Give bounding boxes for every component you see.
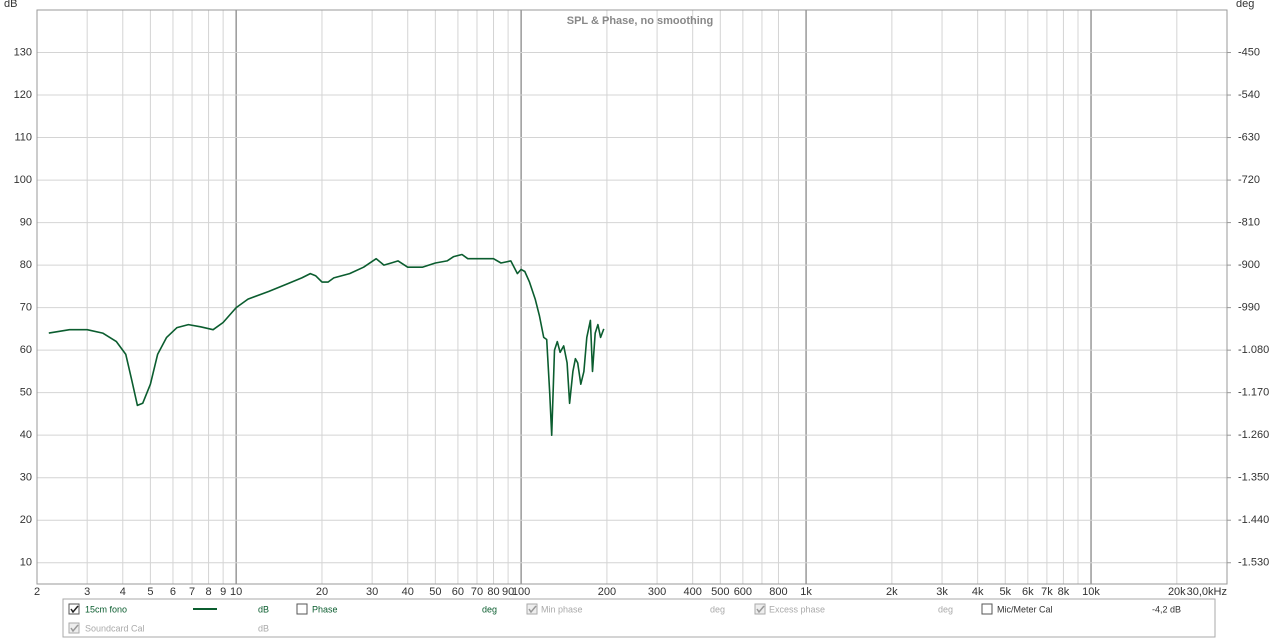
x-tick-label: 500 [711,586,729,598]
y-tick-label: 40 [20,429,32,441]
x-tick-label: 2 [34,586,40,598]
x-tick-label: 6 [170,586,176,598]
x-tick-label: 10 [230,586,242,598]
y2-tick-label: -810 [1238,216,1260,228]
y2-tick-label: -1.170 [1238,387,1269,399]
x-tick-label: 20k [1168,586,1186,598]
x-tick-label: 5k [999,586,1011,598]
legend-unit: deg [938,604,953,614]
y2-tick-label: -540 [1238,89,1260,101]
y2-tick-label: -630 [1238,131,1260,143]
check [70,605,79,614]
legend-label: Mic/Meter Cal [997,604,1053,614]
check [70,624,79,633]
x-tick-label: 600 [734,586,752,598]
checkbox [754,603,766,615]
y-tick-label: 30 [20,472,32,484]
checkbox [526,603,538,615]
x-tick-label: 50 [429,586,441,598]
y-tick-label: 10 [20,557,32,569]
legend-unit: -4,2 dB [1152,604,1181,614]
x-tick-label: 10k [1082,586,1100,598]
x-tick-label: 30 [366,586,378,598]
x-tick-label: 200 [598,586,616,598]
y-unit: dB [4,0,17,10]
legend-panel [62,598,1216,638]
y-tick-label: 60 [20,344,32,356]
plot-background [37,10,1227,584]
legend-unit: deg [710,604,725,614]
legend-label: Phase [312,604,338,614]
x-tick-label: 7 [189,586,195,598]
x-tick-label: 9 [220,586,226,598]
legend-unit: dB [258,623,269,633]
x-tick-label: 40 [402,586,414,598]
legend-label: Soundcard Cal [85,623,145,633]
y-tick-label: 120 [14,89,32,101]
checkbox [68,622,80,634]
y2-tick-label: -1.530 [1238,557,1269,569]
y2-tick-label: -900 [1238,259,1260,271]
y2-tick-label: -1.350 [1238,472,1269,484]
series-line [48,253,605,436]
y2-tick-label: -1.260 [1238,429,1269,441]
legend-label: Min phase [541,604,583,614]
x-tick-label: 3k [936,586,948,598]
x-tick-label: 4k [972,586,984,598]
x-tick-label: 5 [147,586,153,598]
x-tick-label: 3 [84,586,90,598]
y-tick-label: 70 [20,302,32,314]
x-tick-label: 8 [205,586,211,598]
y-tick-label: 50 [20,387,32,399]
y-tick-label: 100 [14,174,32,186]
x-tick-label: 100 [512,586,530,598]
x-tick-label: 2k [886,586,898,598]
plot-area [36,10,1228,584]
y2-tick-label: -990 [1238,302,1260,314]
x-tick-label: 4 [120,586,126,598]
check [756,605,765,614]
legend-label: 15cm fono [85,604,127,614]
checkbox[interactable] [296,603,308,615]
legend-label: Excess phase [769,604,825,614]
y2-tick-label: -450 [1238,46,1260,58]
check [528,605,537,614]
y-tick-label: 90 [20,216,32,228]
x-tick-label: 6k [1022,586,1034,598]
x-tick-label: 20 [316,586,328,598]
x-tick-label: 80 [487,586,499,598]
y-tick-label: 80 [20,259,32,271]
plot-border [36,9,1228,585]
legend-unit: dB [258,604,269,614]
y-tick-label: 20 [20,514,32,526]
x-tick-label: 60 [452,586,464,598]
x-tick-label: 800 [769,586,787,598]
checkbox[interactable] [981,603,993,615]
x-tick-label: 30,0kHz [1187,586,1227,598]
x-tick-label: 1k [800,586,812,598]
x-tick-label: 7k [1041,586,1053,598]
legend-unit: deg [482,604,497,614]
x-tick-label: 70 [471,586,483,598]
y-tick-label: 110 [14,131,32,143]
x-tick-label: 90 [502,586,514,598]
chart-title: SPL & Phase, no smoothing [567,15,713,27]
y-tick-label: 130 [14,46,32,58]
checkbox[interactable] [68,603,80,615]
y2-tick-label: -1.080 [1238,344,1269,356]
x-tick-label: 8k [1058,586,1070,598]
y2-tick-label: -1.440 [1238,514,1269,526]
x-tick-label: 300 [648,586,666,598]
x-tick-label: 400 [684,586,702,598]
y2-unit: deg [1236,0,1254,10]
y2-tick-label: -720 [1238,174,1260,186]
